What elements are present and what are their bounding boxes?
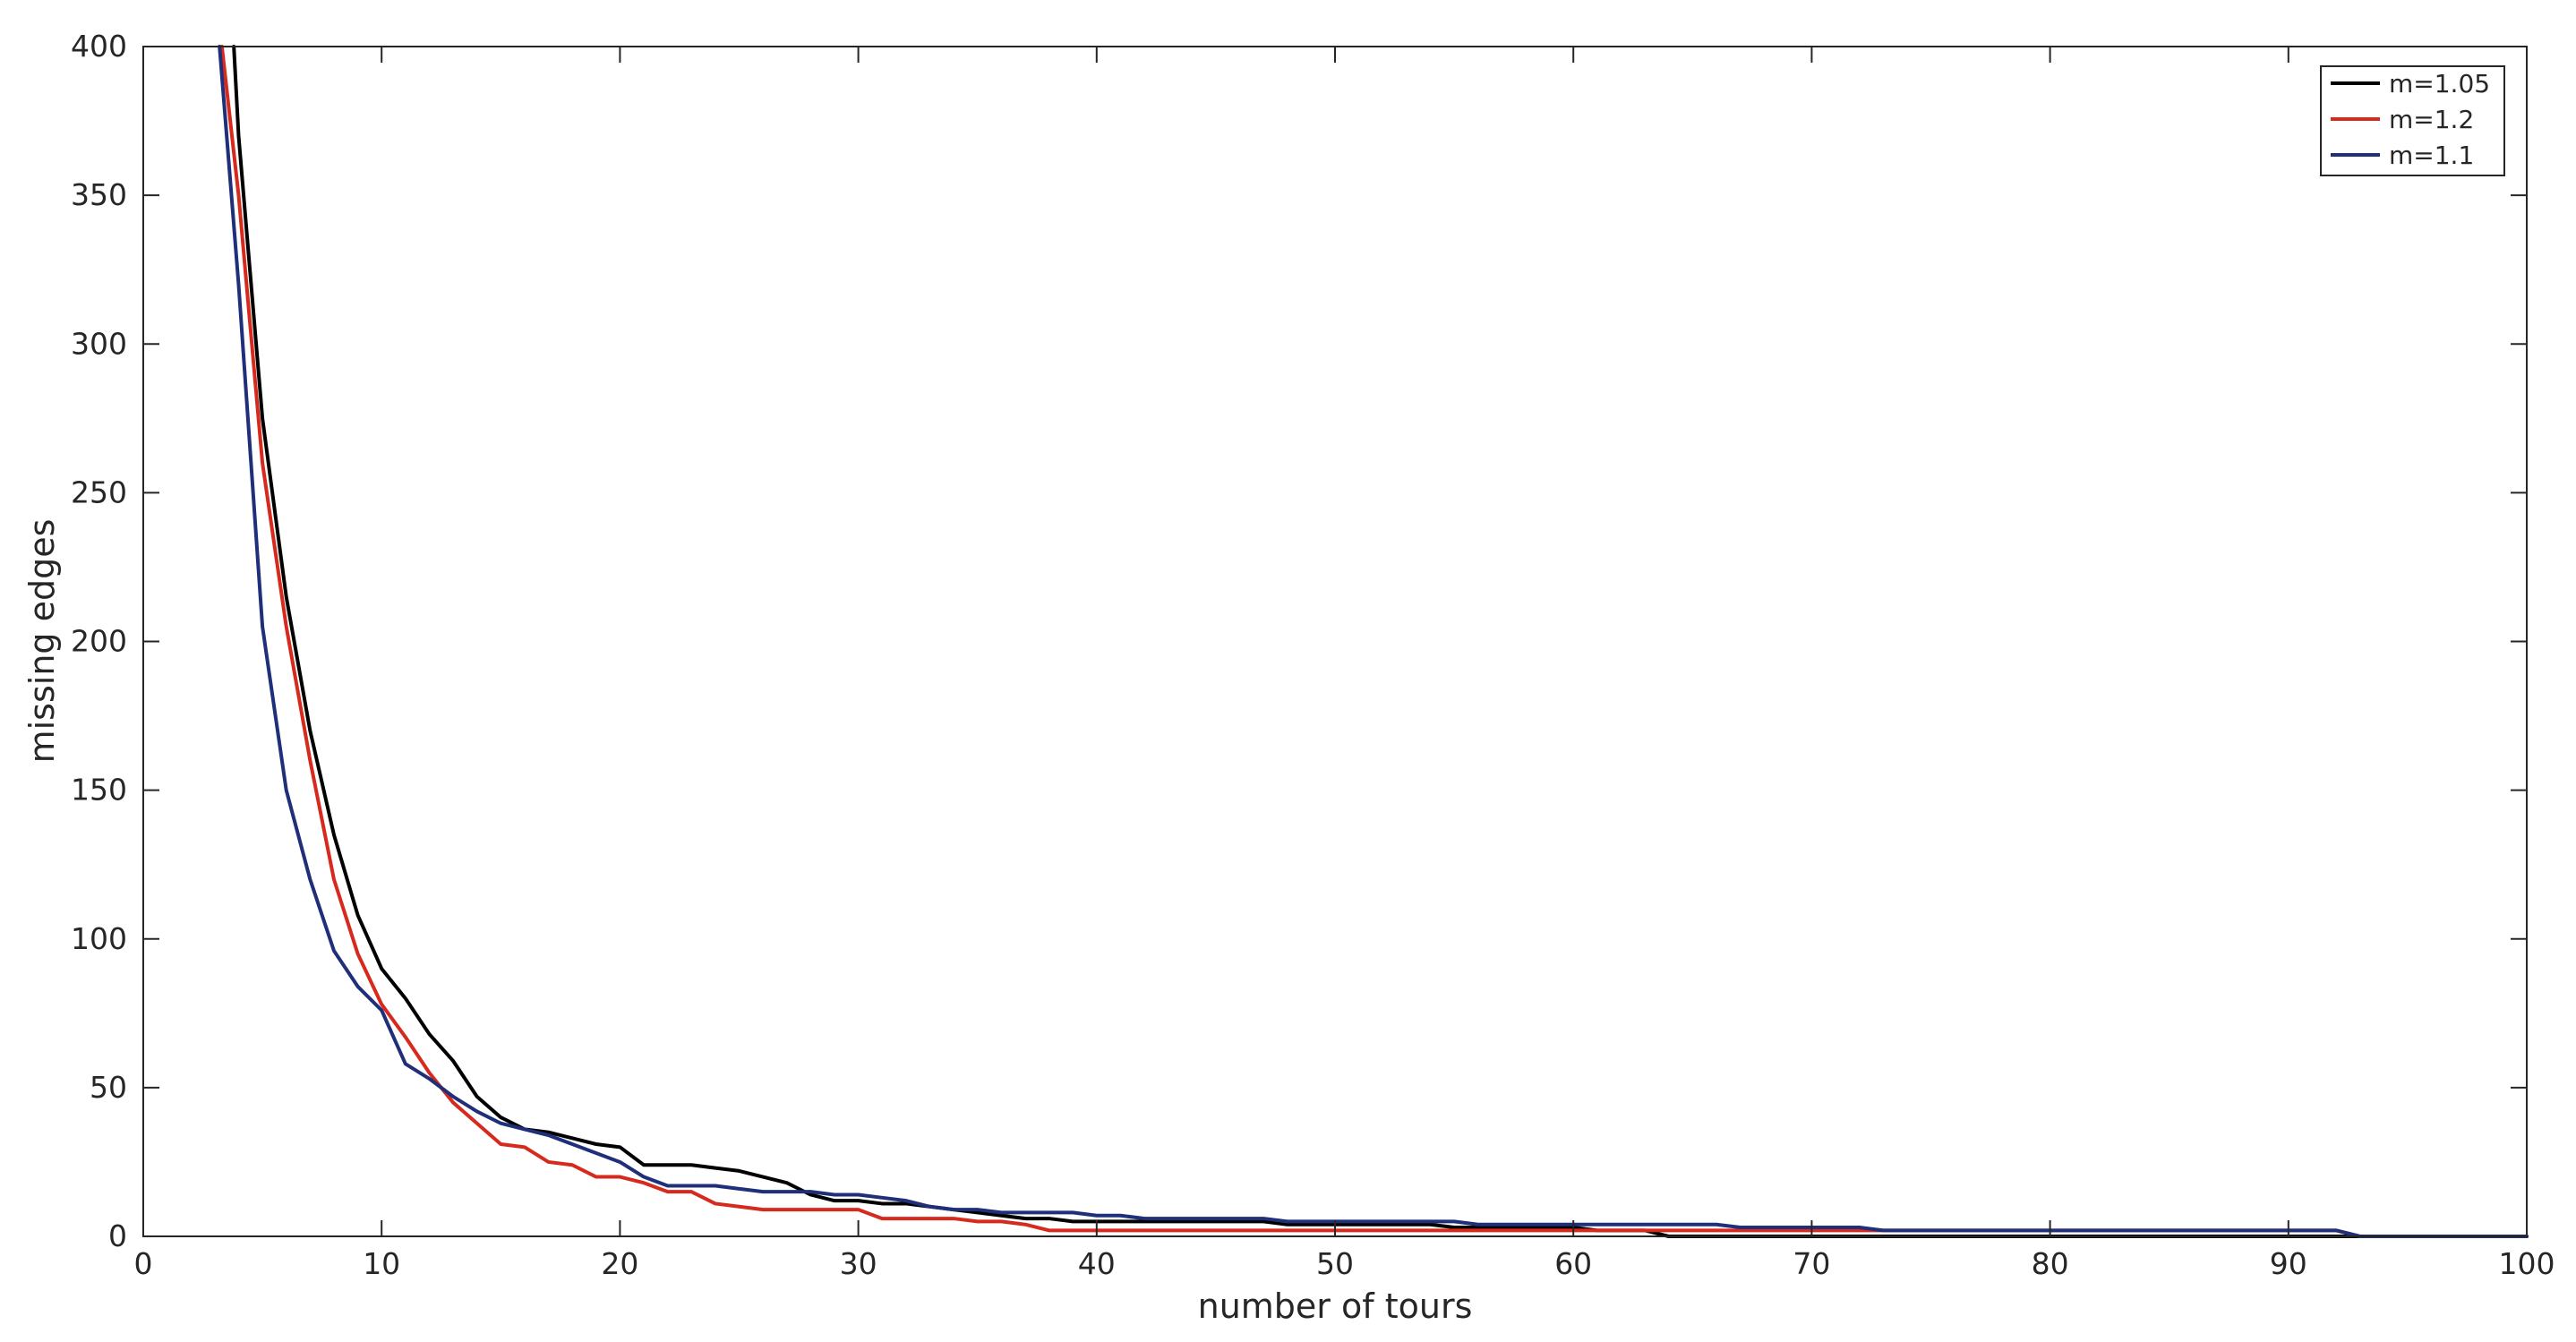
plot-area: [143, 47, 2527, 1236]
y-axis-label: missing edges: [22, 519, 62, 764]
x-tick-label: 80: [2032, 1246, 2069, 1281]
x-tick-label: 40: [1078, 1246, 1116, 1281]
x-tick-label: 100: [2499, 1246, 2555, 1281]
x-tick-label: 50: [1316, 1246, 1354, 1281]
legend: m=1.05 m=1.2 m=1.1: [2320, 65, 2505, 176]
y-tick-label: 250: [71, 474, 127, 509]
plot-border: [142, 46, 2528, 1237]
axis-ticks: 0 10 20 30 40 50 60 70 80 90 100 0 50 100 150 200 250 300…: [71, 29, 2555, 1281]
y-tick-label: 0: [108, 1218, 127, 1253]
x-axis-label: number of tours: [1198, 1286, 1473, 1326]
x-tick-label: 0: [134, 1246, 153, 1281]
series-line-3: [218, 45, 2529, 1238]
y-tick-label: 50: [90, 1070, 127, 1105]
x-tick-label: 60: [1554, 1246, 1592, 1281]
y-tick-label: 150: [71, 773, 127, 808]
x-tick-label: 90: [2270, 1246, 2307, 1281]
x-tick-label: 30: [840, 1246, 877, 1281]
x-tick-label: 20: [601, 1246, 638, 1281]
legend-items: m=1.05 m=1.2 m=1.1: [2331, 69, 2490, 170]
y-tick-label: 400: [71, 29, 127, 64]
y-tick-label: 300: [71, 326, 127, 361]
legend-label: m=1.2: [2389, 105, 2474, 134]
x-tick-label: 10: [363, 1246, 400, 1281]
y-tick-label: 200: [71, 624, 127, 659]
x-tick-label: 70: [1793, 1246, 1830, 1281]
legend-label: m=1.1: [2389, 141, 2474, 170]
y-tick-label: 350: [71, 177, 127, 212]
legend-label: m=1.05: [2389, 69, 2490, 98]
y-tick-label: 100: [71, 921, 127, 956]
